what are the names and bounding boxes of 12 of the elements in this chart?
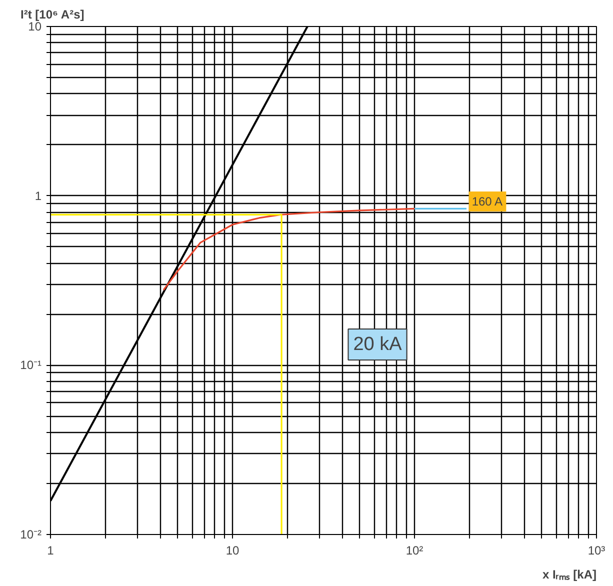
y-tick-label: 1 — [34, 188, 42, 203]
annotation: 20 kA — [353, 334, 402, 355]
y-tick-label: 10⁻² — [20, 528, 42, 542]
x-tick-label: 1 — [47, 544, 54, 558]
x-tick-label: 10 — [226, 544, 240, 558]
y-axis-title: I²t [10⁶ A²s] — [20, 8, 84, 22]
x-tick-label: 10³ — [588, 544, 606, 558]
annotation: 160 A — [472, 194, 503, 208]
x-tick-label: 10² — [406, 544, 424, 558]
y-tick-label: 10⁻¹ — [20, 358, 42, 372]
x-axis-title: x Iᵣₘₛ [kA] — [542, 568, 597, 582]
y-tick-label: 10 — [28, 20, 42, 34]
